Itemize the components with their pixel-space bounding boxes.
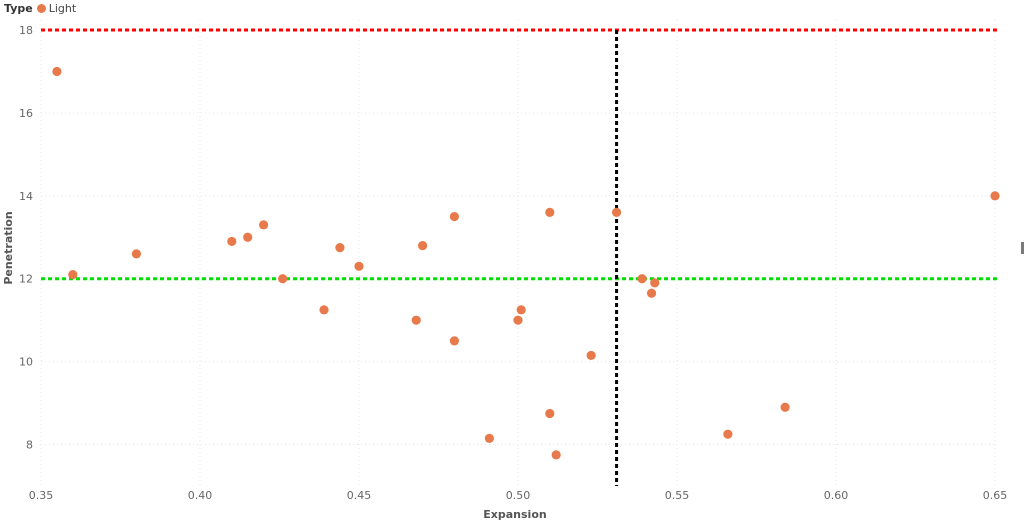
data-point[interactable] bbox=[418, 240, 428, 251]
data-point[interactable] bbox=[516, 305, 526, 315]
x-tick-label: 0.40 bbox=[188, 489, 213, 502]
y-tick-label: 18 bbox=[19, 24, 33, 37]
y-tick-label: 8 bbox=[26, 439, 33, 452]
x-tick-label: 0.50 bbox=[506, 489, 531, 502]
x-tick-label: 0.55 bbox=[665, 489, 690, 502]
data-point[interactable] bbox=[449, 211, 459, 222]
data-point[interactable] bbox=[586, 350, 596, 361]
y-tick-label: 10 bbox=[19, 356, 33, 369]
data-point[interactable] bbox=[650, 278, 660, 288]
data-point[interactable] bbox=[319, 305, 329, 315]
data-point[interactable] bbox=[723, 429, 733, 439]
data-point[interactable] bbox=[646, 288, 657, 298]
data-point[interactable] bbox=[411, 315, 421, 325]
x-axis-title: Expansion bbox=[483, 508, 546, 521]
data-point[interactable] bbox=[52, 66, 62, 77]
legend-title: Type bbox=[4, 2, 33, 15]
x-tick-label: 0.35 bbox=[29, 489, 54, 502]
legend-marker-light[interactable] bbox=[36, 4, 46, 13]
data-point[interactable] bbox=[243, 232, 253, 242]
y-tick-label: 16 bbox=[19, 107, 33, 120]
data-point[interactable] bbox=[551, 450, 561, 460]
data-point[interactable] bbox=[611, 207, 622, 217]
legend-label-light[interactable]: Light bbox=[48, 2, 77, 15]
data-point[interactable] bbox=[637, 274, 647, 284]
data-point[interactable] bbox=[484, 433, 494, 443]
y-tick-label: 12 bbox=[19, 273, 33, 286]
data-point[interactable] bbox=[449, 336, 459, 346]
legend: Type Light bbox=[4, 2, 76, 15]
y-axis-title: Penetration bbox=[2, 211, 15, 284]
data-point[interactable] bbox=[545, 207, 555, 217]
data-point[interactable] bbox=[513, 315, 523, 325]
data-point[interactable] bbox=[131, 249, 141, 259]
data-point[interactable] bbox=[227, 236, 237, 247]
x-tick-label: 0.45 bbox=[347, 489, 372, 502]
x-tick-label: 0.60 bbox=[824, 489, 849, 502]
y-tick-label: 14 bbox=[19, 190, 33, 203]
data-point[interactable] bbox=[780, 402, 790, 412]
data-point[interactable] bbox=[990, 191, 1000, 201]
data-point[interactable] bbox=[68, 269, 78, 280]
data-point[interactable] bbox=[278, 274, 288, 284]
x-tick-label: 0.65 bbox=[983, 489, 1008, 502]
data-point[interactable] bbox=[545, 408, 555, 419]
data-point[interactable] bbox=[335, 243, 345, 253]
data-point[interactable] bbox=[259, 220, 269, 230]
data-point[interactable] bbox=[354, 261, 364, 271]
resize-handle[interactable] bbox=[1021, 242, 1024, 254]
